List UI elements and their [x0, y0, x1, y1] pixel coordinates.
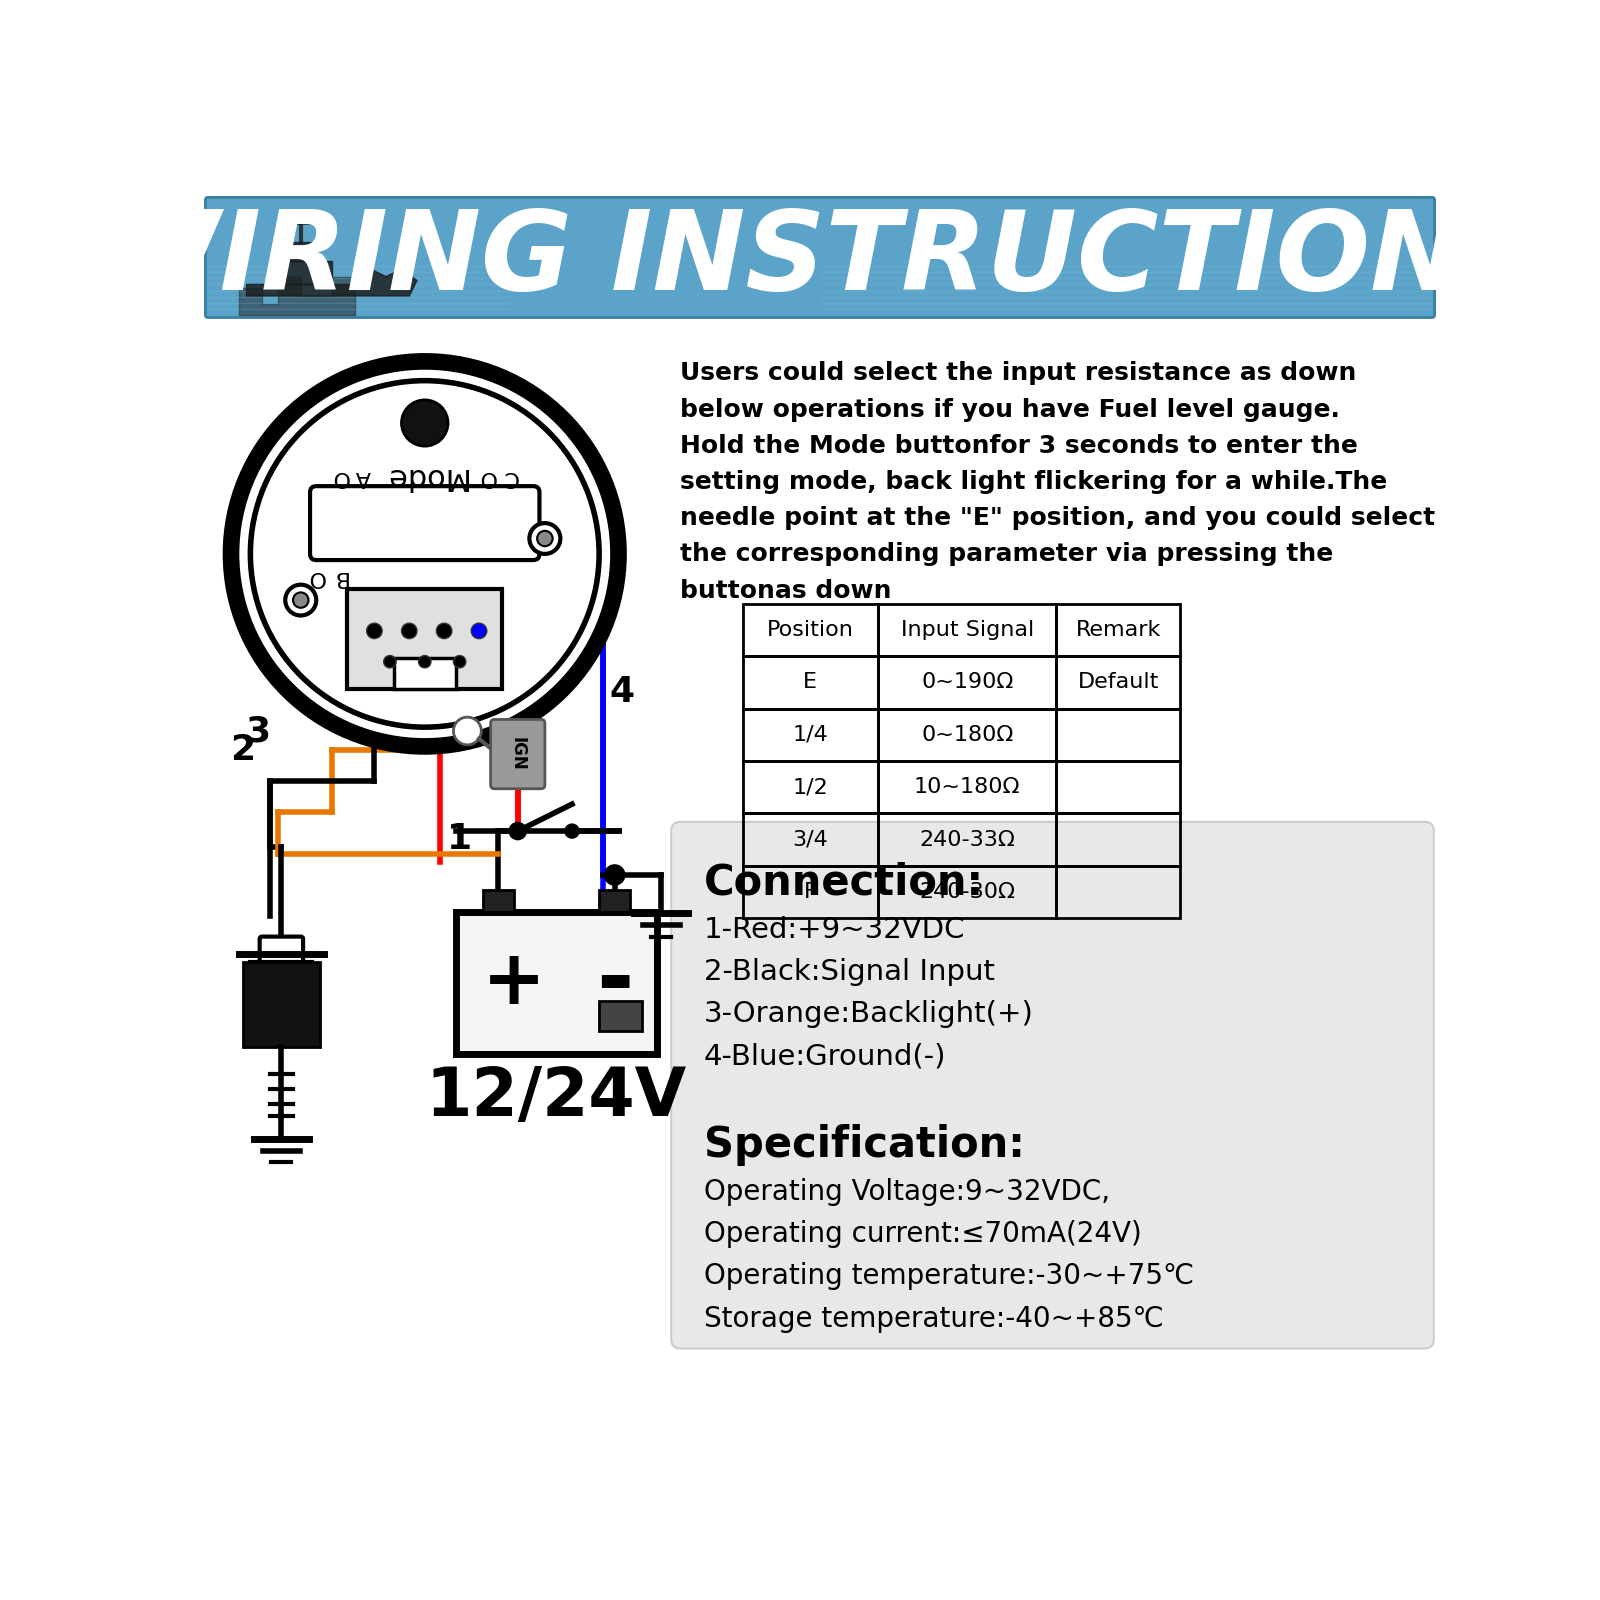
Text: 240-33Ω: 240-33Ω — [920, 829, 1014, 850]
Text: O: O — [478, 467, 496, 486]
FancyBboxPatch shape — [205, 197, 1435, 317]
Circle shape — [419, 656, 430, 667]
Circle shape — [453, 717, 482, 746]
Circle shape — [472, 622, 486, 638]
Text: E: E — [803, 672, 818, 693]
Text: WIRING INSTRUCTIONS: WIRING INSTRUCTIONS — [98, 206, 1542, 314]
Bar — [742, 813, 878, 866]
Bar — [878, 603, 1056, 656]
Text: Operating Voltage:9~32VDC,: Operating Voltage:9~32VDC, — [704, 1178, 1110, 1206]
Text: -: - — [595, 939, 634, 1027]
Polygon shape — [270, 261, 331, 285]
Circle shape — [538, 531, 552, 546]
Bar — [394, 658, 456, 688]
Text: F: F — [803, 882, 816, 902]
Circle shape — [509, 822, 526, 840]
Bar — [742, 656, 878, 709]
Bar — [483, 890, 514, 912]
Text: IGN: IGN — [509, 738, 526, 771]
Text: Operating current:≤70mA(24V): Operating current:≤70mA(24V) — [704, 1219, 1141, 1248]
Bar — [1056, 866, 1181, 918]
Bar — [878, 656, 1056, 709]
Bar — [878, 709, 1056, 762]
Circle shape — [565, 824, 579, 838]
Bar — [598, 1000, 642, 1032]
Bar — [598, 890, 630, 912]
Text: 2: 2 — [230, 733, 254, 768]
Bar — [878, 762, 1056, 813]
Text: Operating temperature:-30~+75℃: Operating temperature:-30~+75℃ — [704, 1262, 1194, 1290]
FancyBboxPatch shape — [310, 486, 539, 560]
Text: the corresponding parameter via pressing the: the corresponding parameter via pressing… — [680, 542, 1334, 566]
Text: Remark: Remark — [1075, 621, 1162, 640]
Text: Hold the Mode buttonfor 3 seconds to enter the: Hold the Mode buttonfor 3 seconds to ent… — [680, 434, 1358, 458]
Text: 1: 1 — [446, 822, 472, 856]
Text: C: C — [502, 467, 518, 486]
Text: below operations if you have Fuel level gauge.: below operations if you have Fuel level … — [680, 397, 1341, 421]
Text: +: + — [482, 946, 546, 1021]
Bar — [878, 813, 1056, 866]
Bar — [742, 603, 878, 656]
Text: Storage temperature:-40~+85℃: Storage temperature:-40~+85℃ — [704, 1304, 1163, 1333]
Text: Connection:: Connection: — [704, 862, 984, 904]
Text: needle point at the "E" position, and you could select: needle point at the "E" position, and yo… — [680, 506, 1435, 530]
Circle shape — [366, 622, 382, 638]
Text: Mode: Mode — [384, 462, 466, 491]
Text: 3/4: 3/4 — [792, 829, 829, 850]
Text: B: B — [331, 566, 347, 587]
Text: Default: Default — [1078, 672, 1158, 693]
Circle shape — [453, 656, 466, 667]
Text: 1/4: 1/4 — [792, 725, 829, 746]
Circle shape — [384, 656, 397, 667]
Text: O: O — [331, 467, 349, 486]
Text: 4: 4 — [610, 675, 635, 709]
Text: Specification:: Specification: — [704, 1123, 1024, 1166]
Circle shape — [530, 523, 560, 554]
Bar — [347, 589, 502, 688]
Circle shape — [230, 362, 619, 746]
Text: Input Signal: Input Signal — [901, 621, 1034, 640]
Polygon shape — [285, 242, 317, 261]
Text: O: O — [307, 566, 325, 587]
Text: Position: Position — [766, 621, 854, 640]
Circle shape — [293, 592, 309, 608]
Text: 1/2: 1/2 — [792, 778, 829, 797]
Text: 0~190Ω: 0~190Ω — [922, 672, 1013, 693]
Text: A: A — [355, 467, 370, 486]
Text: 240-30Ω: 240-30Ω — [920, 882, 1016, 902]
Bar — [1056, 656, 1181, 709]
Bar — [742, 866, 878, 918]
Text: buttonas down: buttonas down — [680, 579, 893, 603]
Polygon shape — [246, 269, 418, 296]
Bar — [456, 912, 658, 1054]
Circle shape — [402, 400, 448, 446]
Text: 10~180Ω: 10~180Ω — [914, 778, 1021, 797]
Text: 0~180Ω: 0~180Ω — [922, 725, 1013, 746]
Circle shape — [603, 864, 626, 886]
Bar — [878, 866, 1056, 918]
Text: 2-Black:Signal Input: 2-Black:Signal Input — [704, 958, 995, 986]
Circle shape — [402, 622, 418, 638]
Bar — [1056, 603, 1181, 656]
Text: 3-Orange:Backlight(+): 3-Orange:Backlight(+) — [704, 1000, 1034, 1029]
Text: Users could select the input resistance as down: Users could select the input resistance … — [680, 362, 1357, 386]
Bar — [243, 962, 320, 1046]
Bar — [1056, 709, 1181, 762]
Circle shape — [250, 381, 598, 726]
Bar — [1056, 813, 1181, 866]
Text: setting mode, back light flickering for a while.The: setting mode, back light flickering for … — [680, 470, 1387, 494]
Text: 12/24V: 12/24V — [426, 1064, 686, 1130]
Circle shape — [285, 584, 317, 616]
Circle shape — [437, 622, 451, 638]
Text: 3: 3 — [245, 714, 270, 749]
Polygon shape — [238, 277, 355, 315]
Bar — [742, 709, 878, 762]
Text: 4-Blue:Ground(-): 4-Blue:Ground(-) — [704, 1043, 946, 1070]
FancyBboxPatch shape — [672, 822, 1434, 1349]
Bar — [742, 762, 878, 813]
Text: 1-Red:+9~32VDC: 1-Red:+9~32VDC — [704, 915, 965, 944]
FancyBboxPatch shape — [491, 720, 546, 789]
FancyBboxPatch shape — [259, 936, 302, 973]
Bar — [1056, 762, 1181, 813]
